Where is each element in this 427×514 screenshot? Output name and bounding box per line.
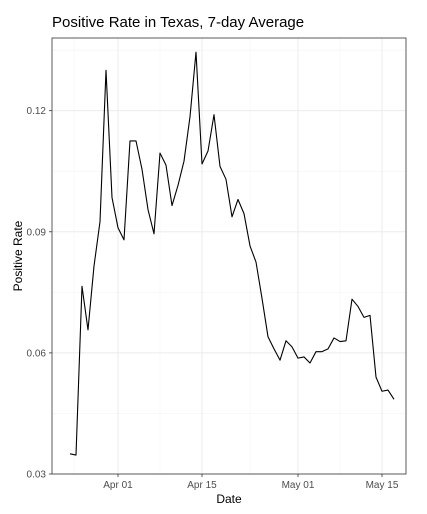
y-tick-label: 0.03: [27, 470, 47, 481]
x-tick-label: Apr 01: [103, 480, 133, 491]
x-axis-title: Date: [216, 492, 242, 506]
x-axis: Apr 01 Apr 15 May 01 May 15: [103, 474, 399, 491]
panel-border: [51, 37, 407, 475]
x-tick-label: May 01: [282, 480, 315, 491]
y-tick-label: 0.06: [27, 348, 47, 359]
grid: [52, 38, 406, 475]
x-tick-label: Apr 15: [187, 480, 217, 491]
series-line: [69, 51, 395, 456]
y-tick-label: 0.09: [27, 227, 47, 238]
x-tick-label: May 15: [366, 480, 399, 491]
chart-title: Positive Rate in Texas, 7-day Average: [52, 14, 304, 31]
y-tick-label: 0.12: [27, 106, 47, 117]
y-axis-title: Positive Rate: [11, 220, 25, 291]
y-axis: 0.03 0.06 0.09 0.12: [27, 106, 52, 481]
